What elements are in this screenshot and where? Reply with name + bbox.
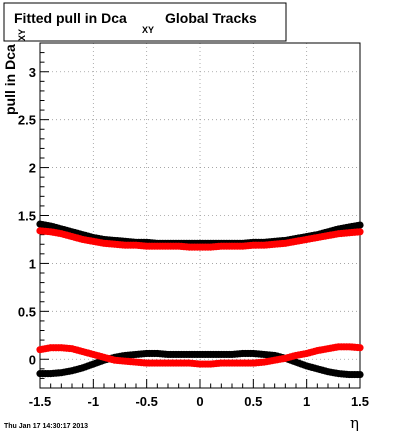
data-point-fill: [247, 349, 255, 358]
data-point-fill: [236, 242, 244, 250]
data-point-fill: [172, 350, 180, 359]
y-tick-label: 0.5: [18, 304, 36, 319]
data-point-fill: [215, 359, 223, 367]
data-point-fill: [236, 350, 244, 358]
x-tick-label: -1.5: [29, 394, 51, 409]
data-point-fill: [332, 343, 340, 351]
series-mean-red: [36, 343, 364, 368]
x-axis-title: η: [350, 414, 359, 432]
data-point-fill: [225, 242, 233, 250]
y-axis-title-subscript: XY: [17, 29, 27, 41]
x-tick-label: 1.5: [351, 394, 369, 409]
axes: -1.5 -1 -0.5 0 0.5 1 1.5 0 0.5 1 1.5 2 2.5 3: [18, 42, 369, 409]
data-point-fill: [172, 359, 180, 367]
data-point-fill: [129, 241, 137, 249]
x-tick-label: 0.5: [244, 394, 262, 409]
y-tick-label: 3: [29, 65, 36, 80]
x-tick-label: -1: [88, 394, 100, 409]
data-point-fill: [225, 350, 233, 359]
data-point-fill: [140, 350, 148, 358]
data-point-fill: [343, 343, 351, 351]
data-point-fill: [215, 242, 223, 251]
x-tick-label: 1: [303, 394, 310, 409]
data-point-fill: [289, 238, 297, 246]
data-point-fill: [311, 234, 319, 242]
grid: [39, 43, 361, 388]
data-point-fill: [343, 229, 351, 237]
data-point-fill: [108, 240, 116, 248]
data-point-fill: [44, 227, 52, 236]
data-point-fill: [300, 236, 308, 244]
data-point-fill: [151, 242, 159, 250]
data-point-fill: [140, 359, 148, 367]
data-point-fill: [257, 350, 265, 358]
data-point-fill: [321, 232, 329, 240]
data-point-fill: [97, 239, 105, 247]
data-point-fill: [151, 359, 159, 367]
data-point-fill: [225, 359, 233, 367]
data-point-fill: [183, 243, 191, 251]
data-point-fill: [204, 350, 212, 359]
data-point-fill: [55, 369, 63, 377]
x-tick-label: -0.5: [135, 394, 157, 409]
data-point-fill: [257, 241, 265, 249]
data-point-fill: [204, 360, 212, 368]
data-point-fill: [353, 228, 361, 236]
y-tick-label: 2: [29, 161, 36, 176]
title-box: [3, 2, 287, 42]
data-point-fill: [332, 230, 340, 238]
data-point-fill: [55, 344, 63, 352]
data-point-fill: [129, 351, 137, 359]
chart-title-subscript: XY: [142, 25, 154, 35]
data-point-fill: [321, 345, 329, 353]
data-point-fill: [268, 357, 276, 365]
data-point-fill: [65, 344, 73, 353]
chart-title-rest: Global Tracks: [165, 10, 257, 26]
series-sigma-red: [36, 227, 364, 251]
data-point-fill: [140, 242, 148, 250]
data-point-fill: [215, 350, 223, 359]
data-point-fill: [161, 359, 169, 367]
data-point-fill: [279, 239, 287, 248]
data-point-fill: [353, 343, 361, 352]
data-point-fill: [151, 349, 159, 358]
data-point-fill: [353, 370, 361, 379]
data-point-fill: [119, 357, 127, 365]
data-point-fill: [193, 360, 201, 368]
data-point-fill: [44, 344, 52, 352]
data-point-fill: [193, 350, 201, 359]
data-point-fill: [44, 370, 52, 378]
data-point-fill: [353, 221, 361, 230]
data-point-fill: [247, 359, 255, 367]
data-point-fill: [129, 358, 137, 366]
data-point-fill: [193, 243, 201, 251]
data-point-fill: [183, 359, 191, 367]
data-point-fill: [87, 237, 95, 245]
y-tick-label: 1.5: [18, 209, 36, 224]
y-tick-label: 0: [29, 352, 36, 367]
data-point-fill: [172, 242, 180, 250]
y-axis-title-main: pull in Dca: [2, 44, 18, 115]
y-axis-title: pull in Dca XY: [2, 29, 27, 115]
footer-timestamp: Thu Jan 17 14:30:17 2013: [4, 423, 88, 430]
data-point-fill: [236, 359, 244, 367]
data-point-fill: [343, 370, 351, 378]
data-point-fill: [332, 369, 340, 377]
data-point-fill: [183, 350, 191, 359]
y-tick-label: 2.5: [18, 113, 36, 128]
data-point-fill: [108, 355, 116, 364]
data-point-fill: [247, 241, 255, 250]
data-point-fill: [257, 358, 265, 366]
data-point-fill: [119, 241, 127, 249]
data-point-fill: [204, 243, 212, 251]
data-point-fill: [161, 350, 169, 358]
chart-title-main: Fitted pull in Dca: [14, 10, 127, 26]
data-point-fill: [268, 240, 276, 249]
data-point-fill: [161, 242, 169, 250]
x-tick-label: 0: [196, 394, 203, 409]
series-layer: [36, 220, 364, 379]
y-tick-label: 1: [29, 256, 36, 271]
